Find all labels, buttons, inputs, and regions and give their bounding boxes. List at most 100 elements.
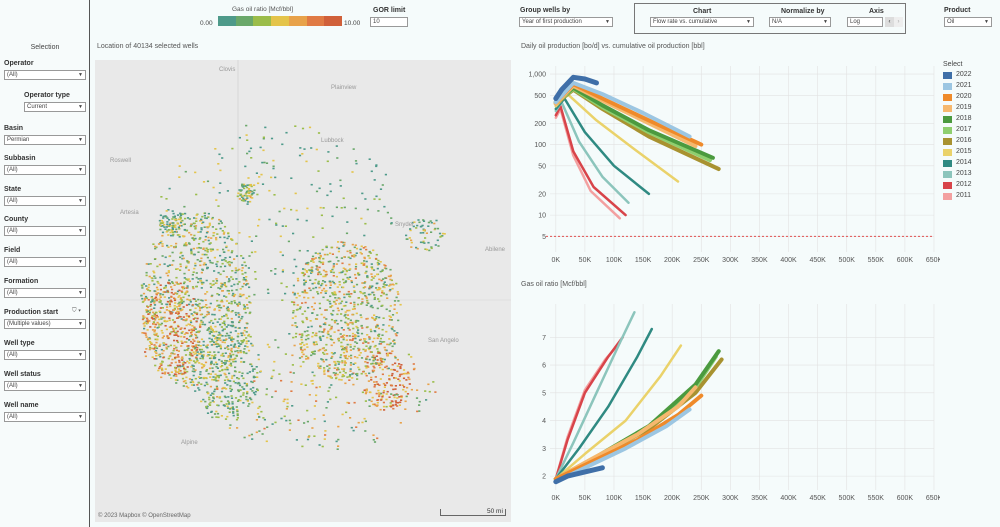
legend-swatch[interactable] — [943, 182, 952, 189]
series-line-2018[interactable] — [553, 349, 721, 481]
well-dot — [225, 315, 228, 317]
well-dot — [251, 193, 254, 195]
filter-select[interactable]: (All) ▼ — [4, 165, 86, 175]
legend-label[interactable]: 2018 — [956, 115, 972, 122]
axis-input[interactable]: Log — [847, 17, 883, 27]
series-line-2015[interactable] — [554, 344, 683, 481]
legend-label[interactable]: 2015 — [956, 148, 972, 155]
filter-select[interactable]: (Multiple values) ▼ — [4, 319, 86, 329]
legend-label[interactable]: 2019 — [956, 104, 972, 111]
gor-max-label: 10.00 — [344, 20, 361, 27]
filter-select[interactable]: (All) ▼ — [4, 288, 86, 298]
filter-select[interactable]: Permian ▼ — [4, 135, 86, 145]
well-dot — [381, 394, 384, 397]
well-dot — [228, 261, 231, 263]
normalize-select[interactable]: N/A ▼ — [769, 17, 831, 27]
filter-select[interactable]: Current ▼ — [24, 102, 86, 112]
well-dot — [387, 367, 390, 370]
well-dot — [182, 319, 185, 321]
chevron-left-icon[interactable]: ‹ — [885, 17, 894, 27]
legend-swatch[interactable] — [943, 94, 952, 101]
series-line-2022[interactable] — [553, 74, 599, 101]
well-dot — [232, 410, 235, 413]
well-dot — [303, 330, 306, 333]
well-dot — [164, 228, 167, 230]
well-dot — [223, 241, 226, 244]
series-line-2012[interactable] — [554, 104, 627, 217]
legend-label[interactable]: 2012 — [956, 181, 972, 188]
legend-swatch[interactable] — [943, 83, 952, 90]
legend-swatch[interactable] — [943, 72, 952, 79]
well-dot — [165, 226, 168, 228]
series-line-2016[interactable] — [553, 357, 724, 481]
well-dot — [169, 313, 172, 315]
product-value: Oil — [947, 19, 955, 25]
well-dot — [395, 334, 398, 337]
legend-swatch[interactable] — [943, 160, 952, 167]
well-dot — [182, 286, 185, 288]
legend-label[interactable]: 2022 — [956, 71, 972, 78]
well-dot — [205, 370, 208, 372]
legend-swatch[interactable] — [943, 116, 952, 123]
well-dot — [364, 222, 367, 225]
filter-select[interactable]: (All) ▼ — [4, 412, 86, 422]
legend-swatch[interactable] — [943, 171, 952, 178]
legend-swatch[interactable] — [943, 105, 952, 112]
legend-label[interactable]: 2014 — [956, 159, 972, 166]
series-line-2013[interactable] — [554, 311, 636, 481]
well-dot — [211, 218, 214, 220]
legend-label[interactable]: 2013 — [956, 170, 972, 177]
filter-select[interactable]: (All) ▼ — [4, 257, 86, 267]
well-dot — [372, 317, 375, 320]
series-line-2022[interactable] — [553, 465, 605, 485]
well-dot — [158, 310, 161, 313]
well-dot — [361, 282, 364, 284]
well-dot — [223, 295, 226, 297]
well-dot — [415, 227, 418, 229]
filter-select[interactable]: (All) ▼ — [4, 196, 86, 206]
filter-select[interactable]: (All) ▼ — [4, 226, 86, 236]
gor-limit-input[interactable]: 10 — [370, 17, 408, 27]
legend-swatch[interactable] — [943, 127, 952, 134]
legend-label[interactable]: 2011 — [956, 192, 972, 199]
legend-label[interactable]: 2021 — [956, 82, 972, 89]
well-dot — [164, 320, 168, 323]
well-map[interactable]: Clovis Plainview Lubbock Roswell Artesia Snyd… — [95, 60, 511, 522]
well-dot — [404, 400, 407, 403]
well-dot — [389, 268, 392, 271]
legend-label[interactable]: 2017 — [956, 126, 972, 133]
well-dot — [331, 280, 334, 283]
well-dot — [348, 335, 351, 337]
series-line-2021[interactable] — [553, 80, 692, 139]
filter-icon[interactable]: ⛉ ▾ — [72, 308, 82, 314]
chart-select[interactable]: Flow rate vs. cumulative ▼ — [650, 17, 754, 27]
well-dot — [222, 339, 225, 341]
well-dot — [339, 185, 342, 187]
well-dot — [198, 389, 201, 391]
legend-swatch[interactable] — [943, 138, 952, 145]
well-dot — [180, 357, 183, 360]
well-dot — [366, 317, 369, 320]
product-select[interactable]: Oil ▼ — [944, 17, 992, 27]
filter-select[interactable]: (All) ▼ — [4, 381, 86, 391]
well-dot — [210, 319, 213, 322]
legend-label[interactable]: 2016 — [956, 137, 972, 144]
well-dot — [268, 189, 271, 192]
filter-label: Operator — [4, 60, 34, 67]
filter-select[interactable]: (All) ▼ — [4, 350, 86, 360]
series-line-2012[interactable] — [554, 336, 624, 481]
chevron-right-icon[interactable]: › — [894, 17, 903, 27]
legend-swatch[interactable] — [943, 193, 952, 200]
well-dot — [153, 358, 156, 360]
legend-label[interactable]: 2020 — [956, 93, 972, 100]
legend-swatch[interactable] — [943, 149, 952, 156]
series-line-2017[interactable] — [553, 354, 718, 481]
group-by-select[interactable]: Year of first production ▼ — [519, 17, 613, 27]
well-dot — [382, 391, 385, 394]
series-line-2016[interactable] — [553, 87, 721, 171]
filter-select[interactable]: (All) ▼ — [4, 70, 86, 80]
well-dot — [246, 186, 249, 189]
y-tick-label: 50 — [538, 163, 546, 170]
series-line-2014[interactable] — [554, 327, 654, 481]
gor-ramp-step — [306, 16, 325, 26]
